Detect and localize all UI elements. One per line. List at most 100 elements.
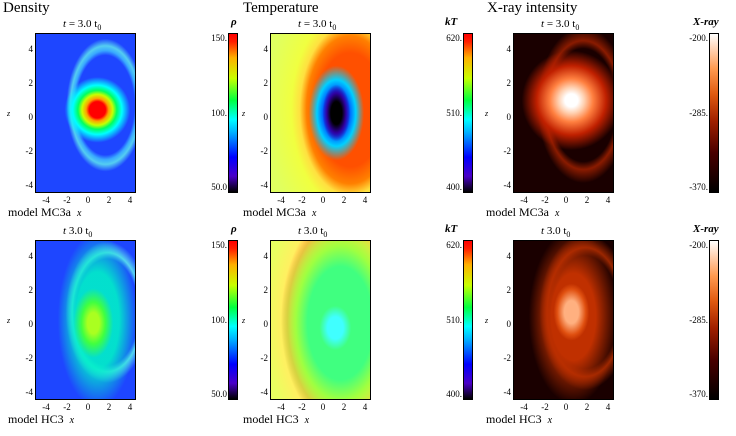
time-subscript: 0	[566, 230, 571, 240]
x-tick-label: 4	[605, 402, 611, 412]
y-tick-label: 2	[263, 78, 269, 88]
y-tick-label: -4	[503, 180, 512, 190]
colorbar-mid-label: 510.	[446, 108, 462, 118]
x-tick-label: -4	[520, 195, 528, 205]
y-tick-label: 0	[263, 319, 269, 329]
density-mc3a-image	[35, 33, 136, 193]
xray-hc3-model-label: model HC3 x	[486, 412, 552, 427]
x-tick-label: 2	[106, 402, 112, 412]
temperature-column-title: Temperature	[243, 0, 319, 16]
density-hc3-image	[35, 240, 136, 400]
y-axis-label: z	[242, 109, 246, 118]
time-symbol: t	[298, 18, 302, 30]
y-tick-label: 0	[506, 112, 512, 122]
time-symbol: t	[63, 225, 67, 237]
time-value: 3.0 t	[301, 225, 324, 237]
density-hc3-model-label: model HC3 x	[8, 412, 74, 427]
x-axis-label: x	[77, 208, 82, 219]
y-tick-label: 0	[263, 112, 269, 122]
x-tick-label: 2	[584, 195, 590, 205]
model-name: model HC3	[8, 412, 64, 426]
temperature-hc3-model-label: model HC3 x	[243, 412, 309, 427]
y-tick-label: 2	[28, 78, 34, 88]
model-name: model MC3a	[243, 205, 306, 219]
colorbar-mid-label: 100.	[211, 108, 227, 118]
x-tick-label: 0	[320, 195, 326, 205]
x-tick-label: -4	[42, 402, 50, 412]
density-column-title: Density	[3, 0, 50, 16]
y-tick-label: -4	[260, 180, 269, 190]
temperature-hc3-image	[270, 240, 371, 400]
density-mc3a-colorbar	[228, 33, 238, 193]
x-tick-label: 2	[341, 402, 347, 412]
time-symbol: t	[541, 225, 545, 237]
time-subscript: 0	[575, 23, 580, 33]
colorbar-min-label: -370.	[689, 389, 708, 399]
x-axis-label: x	[69, 415, 75, 426]
y-tick-label: 0	[28, 319, 34, 329]
temperature-mc3a-colorbar	[463, 33, 473, 193]
time-subscript: 0	[323, 230, 328, 240]
temperature-mc3a-model-label: model MC3a x	[243, 205, 316, 220]
temperature-hc3-panel-title: t 3.0 t0	[298, 225, 327, 239]
y-tick-label: 2	[263, 285, 269, 295]
colorbar-mid-label: 510.	[446, 315, 462, 325]
xray-hc3-panel-title: t 3.0 t0	[541, 225, 570, 239]
density-mc3a-model-label: model MC3a x	[8, 205, 81, 220]
x-tick-label: 2	[584, 402, 590, 412]
time-value: 3.0 t	[544, 225, 567, 237]
time-subscript: 0	[332, 23, 337, 33]
x-tick-label: 4	[362, 195, 368, 205]
x-tick-label: -2	[541, 195, 549, 205]
colorbar-max-label: 150.	[211, 33, 227, 43]
time-symbol: t	[298, 225, 302, 237]
xray-mc3a-panel-title: t = 3.0 t0	[541, 18, 579, 32]
y-tick-label: 4	[263, 251, 269, 261]
x-axis-label: x	[312, 208, 317, 219]
x-tick-label: 0	[563, 195, 569, 205]
x-tick-label: -2	[63, 402, 71, 412]
x-tick-label: -4	[277, 402, 285, 412]
xray-mc3a-colorbar	[709, 33, 719, 193]
colorbar-mid-label: 100.	[211, 315, 227, 325]
y-axis-label: z	[7, 109, 11, 118]
x-tick-label: -2	[63, 195, 71, 205]
xray-hc3-colorbar	[709, 240, 719, 400]
x-tick-label: -2	[541, 402, 549, 412]
x-tick-label: 0	[563, 402, 569, 412]
time-symbol: t	[541, 18, 545, 30]
model-name: model HC3	[243, 412, 299, 426]
model-name: model MC3a	[8, 205, 71, 219]
colorbar-max-label: -200.	[689, 240, 708, 250]
temperature-mc3a-panel-title: t = 3.0 t0	[298, 18, 336, 32]
y-tick-label: -2	[260, 146, 269, 156]
model-name: model MC3a	[486, 205, 549, 219]
colorbar-min-label: 50.0	[211, 182, 227, 192]
time-value: 3.0 t	[66, 225, 89, 237]
x-tick-label: 0	[85, 402, 91, 412]
time-subscript: 0	[97, 23, 102, 33]
colorbar-max-label: 150.	[211, 240, 227, 250]
y-axis-label: z	[7, 316, 11, 325]
colorbar-title: X-ray	[693, 16, 719, 28]
time-value: = 3.0 t	[544, 18, 576, 30]
time-subscript: 0	[88, 230, 93, 240]
colorbar-title: ρ	[231, 16, 237, 28]
x-tick-label: -2	[298, 402, 306, 412]
colorbar-max-label: -200.	[689, 33, 708, 43]
temperature-hc3-colorbar	[463, 240, 473, 400]
y-axis-label: z	[485, 109, 489, 118]
y-tick-label: -2	[260, 353, 269, 363]
time-symbol: t	[63, 18, 67, 30]
x-axis-label: x	[555, 208, 560, 219]
x-tick-label: 0	[85, 195, 91, 205]
x-tick-label: -2	[298, 195, 306, 205]
xray-mc3a-image	[513, 33, 614, 193]
y-tick-label: -4	[25, 387, 34, 397]
y-tick-label: 4	[506, 251, 512, 261]
y-tick-label: -4	[260, 387, 269, 397]
x-tick-label: 2	[341, 195, 347, 205]
y-tick-label: 4	[28, 251, 34, 261]
x-tick-label: 4	[605, 195, 611, 205]
y-tick-label: 4	[28, 44, 34, 54]
